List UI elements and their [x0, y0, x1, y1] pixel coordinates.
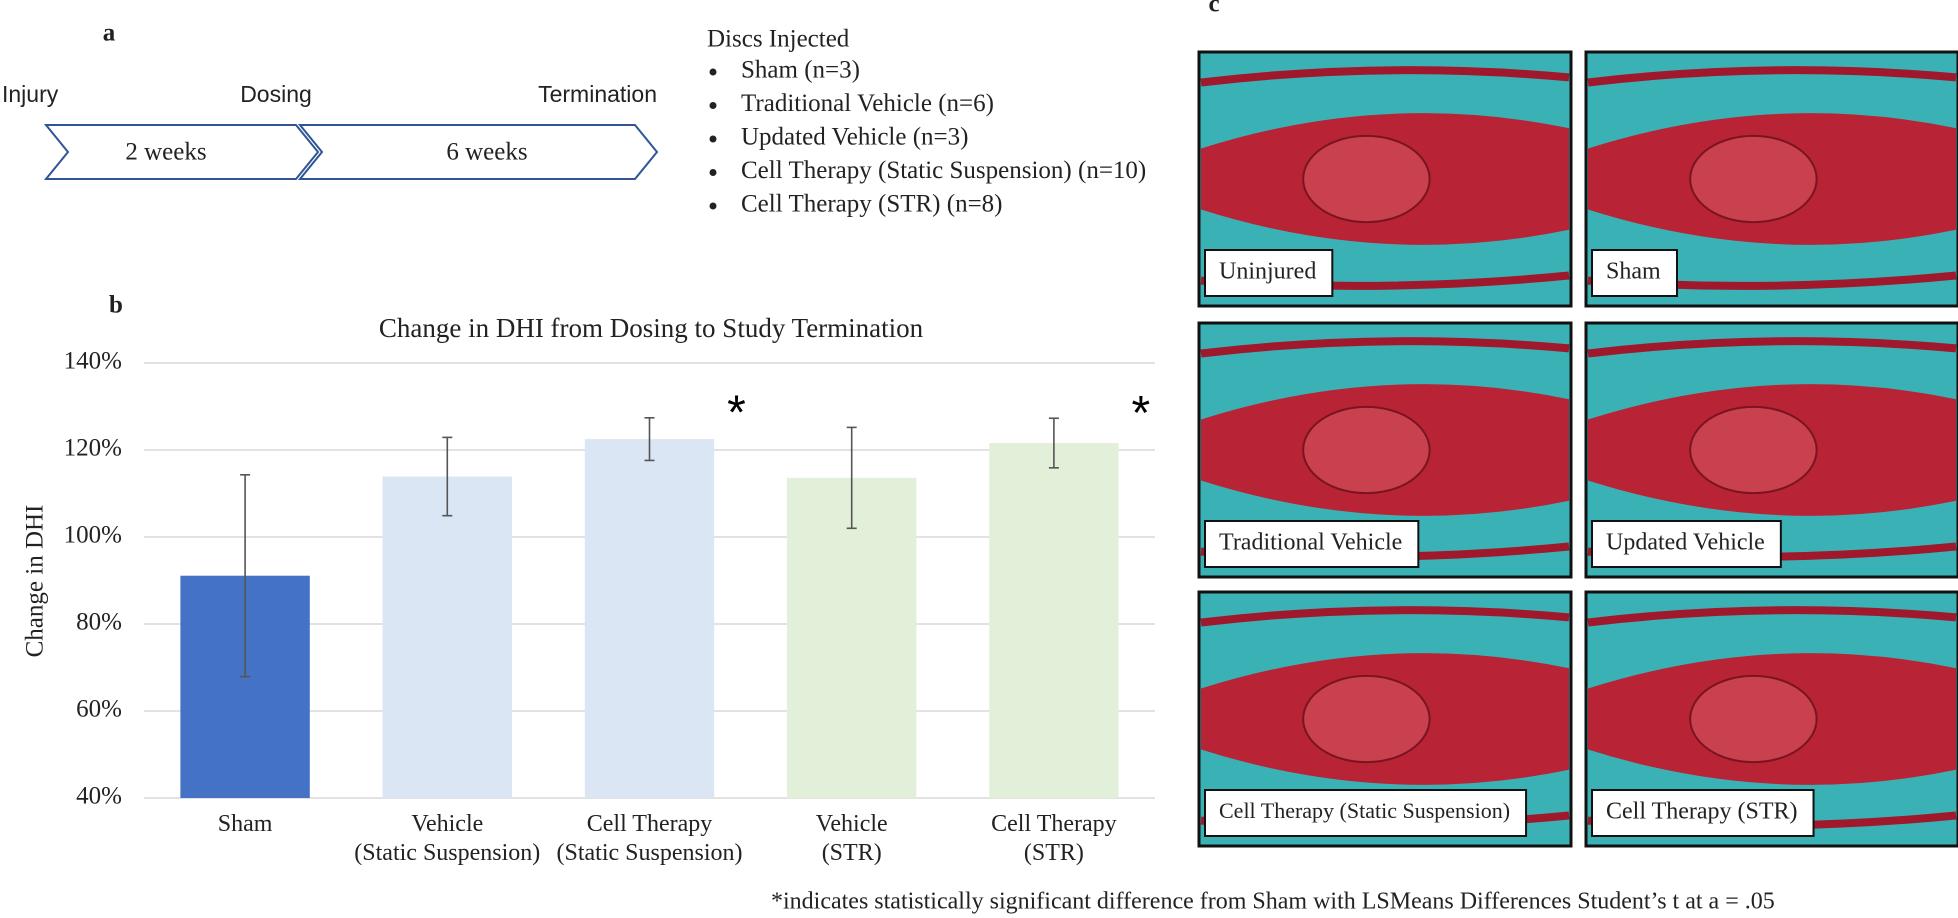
panel-label: a [103, 20, 116, 47]
caption-box [1204, 789, 1528, 837]
image-caption: Updated Vehicle [1606, 530, 1765, 556]
bullet [709, 68, 717, 76]
panel-label: b [109, 292, 123, 319]
tissue-core [1689, 405, 1818, 495]
bullet [709, 102, 717, 109]
image-caption: Uninjured [1219, 259, 1316, 285]
timeline-event: Injury [2, 81, 59, 107]
timeline-interval: 6 weeks [446, 139, 527, 166]
x-tick-label: Vehicle (Static Suspension) [354, 811, 541, 866]
tissue-core [1689, 134, 1818, 224]
y-tick-label: 100% [64, 522, 122, 549]
bar [786, 477, 917, 798]
legend-item: Cell Therapy (Static Suspension) (n=10) [741, 157, 1146, 184]
x-tick-label: Cell Therapy (STR) [991, 811, 1117, 866]
image-caption: Cell Therapy (STR) [1606, 799, 1798, 825]
timeline-arrow [297, 124, 659, 180]
timeline-arrow [43, 124, 320, 180]
histology-image: Sham [1584, 50, 1958, 308]
x-tick-label: Cell Therapy (Static Suspension) [556, 811, 743, 866]
bar [584, 439, 715, 798]
caption-box [1591, 520, 1782, 568]
bullet [709, 135, 717, 143]
x-tick-label-box: Cell Therapy (STR) [991, 811, 1117, 866]
chart-title: Change in DHI from Dosing to Study Termi… [379, 313, 924, 343]
image-caption: Sham [1606, 259, 1661, 285]
histology-image: Traditional Vehicle [1197, 321, 1573, 579]
legend-item: Updated Vehicle (n=3) [741, 124, 968, 151]
y-axis-label: Change in DHI [22, 505, 49, 658]
panel-label: c [1208, 0, 1219, 18]
footnote: *indicates statistically significant dif… [771, 889, 1775, 915]
bone-edge [1200, 337, 1570, 358]
y-tick-label: 120% [64, 435, 122, 462]
x-tick-label: Vehicle (STR) [815, 811, 888, 866]
bone-edge [1587, 66, 1957, 87]
bone-edge [1200, 66, 1570, 87]
x-tick-label-box: Vehicle (STR) [815, 811, 888, 866]
bar [989, 443, 1119, 798]
legend-item: Sham (n=3) [741, 57, 860, 84]
timeline-event: Termination [538, 81, 657, 107]
bullet [709, 169, 717, 176]
tissue-core [1689, 674, 1818, 764]
significance-marker: * [727, 386, 746, 439]
timeline-event: Dosing [240, 81, 312, 107]
caption-box [1591, 789, 1815, 837]
bone-edge [1587, 337, 1957, 358]
y-tick-label: 60% [76, 696, 122, 723]
legend-item: Cell Therapy (STR) (n=8) [741, 191, 1003, 218]
x-tick-label-box: Sham [217, 811, 273, 837]
histology-image: Cell Therapy (Static Suspension) [1197, 590, 1573, 848]
x-tick-label: Sham [217, 811, 273, 837]
histology-image: Updated Vehicle [1584, 321, 1958, 579]
tissue-core [1302, 134, 1431, 224]
caption-box [1204, 249, 1334, 297]
significance-marker: * [1132, 387, 1151, 440]
image-caption: Cell Therapy (Static Suspension) [1219, 798, 1510, 823]
bone-edge [1200, 606, 1570, 627]
histology-image: Cell Therapy (STR) [1584, 590, 1958, 848]
tissue-core [1302, 674, 1431, 764]
legend-item: Traditional Vehicle (n=6) [741, 90, 994, 117]
caption-box [1591, 249, 1678, 297]
y-tick-label: 40% [76, 783, 122, 810]
x-tick-label-box: Vehicle (Static Suspension) [354, 811, 541, 866]
caption-box [1204, 520, 1420, 568]
y-tick-label: 80% [76, 609, 122, 636]
bullet [709, 202, 717, 210]
y-tick-label: 140% [64, 348, 122, 375]
timeline-interval: 2 weeks [125, 139, 206, 166]
bar [382, 476, 513, 798]
legend-title: Discs Injected [707, 26, 850, 53]
bone-edge [1587, 606, 1957, 627]
tissue-core [1302, 405, 1431, 495]
histology-image: Uninjured [1197, 50, 1573, 308]
x-tick-label-box: Cell Therapy (Static Suspension) [556, 811, 743, 866]
image-caption: Traditional Vehicle [1219, 530, 1402, 556]
